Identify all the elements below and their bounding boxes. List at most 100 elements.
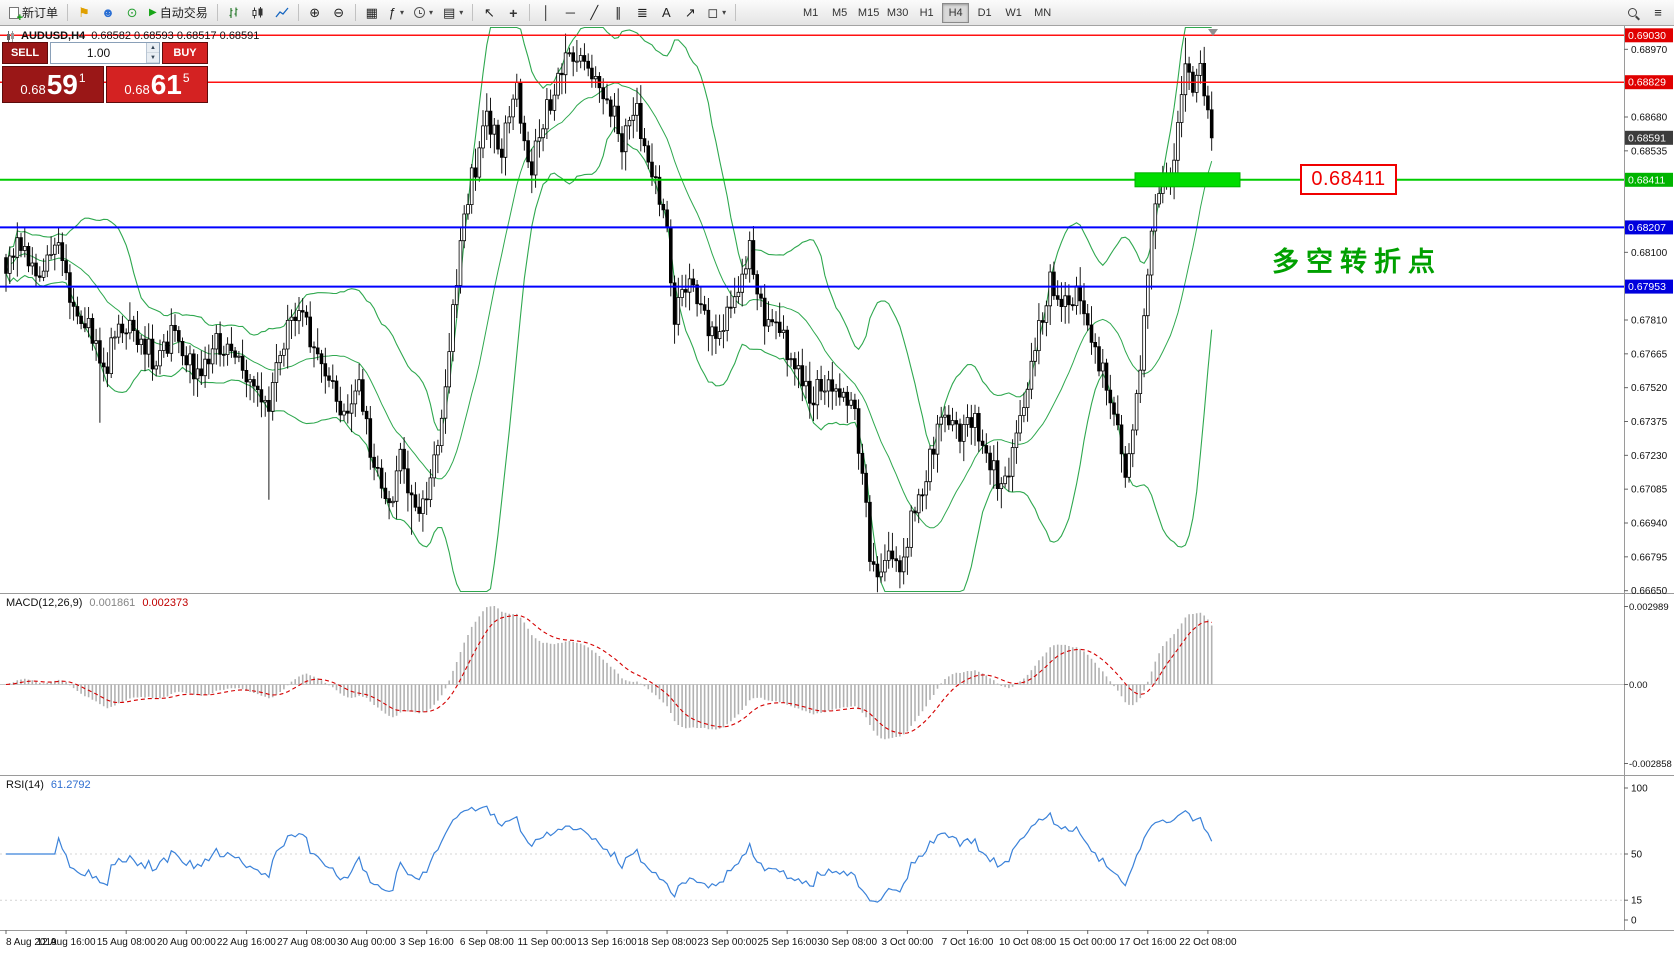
time-axis-label[interactable]: 20 Aug 00:00 xyxy=(157,937,216,948)
horizontal-line-icon: ─ xyxy=(565,5,575,20)
toolbar-separator xyxy=(297,4,299,21)
symbol-period-label: AUDUSD,H4 xyxy=(21,30,86,42)
price-axis-label: 0.68970 xyxy=(1631,45,1668,56)
tile-windows-icon: ▦ xyxy=(365,5,378,20)
tile-windows-button[interactable]: ▦ xyxy=(360,2,384,24)
toolbar-separator xyxy=(354,4,356,21)
axis-badge-0.68207: 0.68207 xyxy=(1625,220,1673,235)
arrows-button[interactable]: ↗ xyxy=(678,2,702,24)
vertical-line-icon: │ xyxy=(542,5,551,20)
line-chart-button[interactable] xyxy=(270,2,294,24)
time-axis-label[interactable]: 15 Oct 00:00 xyxy=(1059,937,1117,948)
time-axis-label[interactable]: 27 Aug 08:00 xyxy=(277,937,336,948)
volume-up-button[interactable]: ▲ xyxy=(147,43,159,53)
periods-button[interactable]: ▾ xyxy=(409,2,438,24)
time-axis-label[interactable]: 23 Sep 00:00 xyxy=(697,937,757,948)
time-axis-label[interactable]: 7 Oct 16:00 xyxy=(942,937,994,948)
macd-name: MACD(12,26,9) xyxy=(6,597,83,609)
time-axis-label[interactable]: 13 Sep 16:00 xyxy=(577,937,637,948)
chart-window-icon xyxy=(6,30,15,42)
toolbar-separator xyxy=(529,4,531,21)
channel-button[interactable]: ∥ xyxy=(606,2,630,24)
timeframe-button-h1[interactable]: H1 xyxy=(913,3,940,23)
time-axis-label[interactable]: 17 Oct 16:00 xyxy=(1119,937,1177,948)
timeframe-button-h4[interactable]: H4 xyxy=(942,2,970,23)
rsi-name: RSI(14) xyxy=(6,779,44,791)
alerts-button[interactable]: ⚑ xyxy=(72,2,96,24)
price-annotation-box[interactable]: 0.68411 xyxy=(1300,164,1397,195)
timeframe-button-mn[interactable]: MN xyxy=(1029,3,1056,23)
trendline-icon: ╱ xyxy=(590,5,599,20)
cursor-button[interactable]: ↖ xyxy=(477,2,501,24)
crosshair-button[interactable]: + xyxy=(501,2,525,24)
time-axis-label[interactable]: 12 Aug 16:00 xyxy=(37,937,96,948)
candlestick-chart-button[interactable] xyxy=(246,2,270,24)
search-button[interactable] xyxy=(1620,2,1644,24)
shapes-icon: ◻ xyxy=(707,5,719,20)
bollinger-upper-band[interactable] xyxy=(5,26,1212,447)
horizontal-line-button[interactable]: ─ xyxy=(558,2,582,24)
bollinger-lower-band[interactable] xyxy=(5,126,1213,593)
volume-steppers: ▲ ▼ xyxy=(146,43,159,63)
chevron-down-icon: ▾ xyxy=(722,8,727,17)
text-tool-button[interactable]: A xyxy=(654,2,678,24)
new-order-label: 新订单 xyxy=(22,6,59,20)
vertical-line-button[interactable]: │ xyxy=(534,2,558,24)
price-axis-label: 0.68535 xyxy=(1631,146,1668,157)
menu-button[interactable]: ≡ xyxy=(1646,2,1670,24)
toolbar-right-group: ≡ xyxy=(1620,2,1670,24)
zoom-in-button[interactable]: ⊕ xyxy=(303,2,327,24)
indicators-button[interactable]: ƒ ▾ xyxy=(384,2,409,24)
time-axis-label[interactable]: 18 Sep 08:00 xyxy=(637,937,697,948)
highlight-rectangle[interactable] xyxy=(1134,172,1241,188)
templates-button[interactable]: ▤ ▾ xyxy=(438,2,468,24)
timeframe-button-m30[interactable]: M30 xyxy=(884,3,911,23)
timeframe-button-m1[interactable]: M1 xyxy=(797,3,824,23)
timeframe-button-w1[interactable]: W1 xyxy=(1000,3,1027,23)
time-axis-label[interactable]: 10 Oct 08:00 xyxy=(999,937,1057,948)
volume-input[interactable] xyxy=(51,43,146,63)
market-button[interactable]: ⊙ xyxy=(120,2,144,24)
timeframe-button-d1[interactable]: D1 xyxy=(971,3,998,23)
axis-badge-0.68411: 0.68411 xyxy=(1625,172,1673,187)
buy-price-button[interactable]: 0.68 61 5 xyxy=(106,66,208,103)
timeframe-button-m5[interactable]: M5 xyxy=(826,3,853,23)
time-axis-label[interactable]: 6 Sep 08:00 xyxy=(460,937,514,948)
auto-trading-button[interactable]: ▶ 自动交易 xyxy=(144,2,213,24)
time-axis-label[interactable]: 11 Sep 00:00 xyxy=(518,937,577,948)
sell-button[interactable]: SELL xyxy=(2,42,48,64)
turning-point-note[interactable]: 多空转折点 xyxy=(1272,247,1442,277)
line-icon xyxy=(275,7,289,17)
bar-chart-button[interactable] xyxy=(222,2,246,24)
volume-down-button[interactable]: ▼ xyxy=(147,53,159,63)
rsi-value: 61.2792 xyxy=(50,779,91,791)
community-button[interactable]: ☻ xyxy=(96,2,120,24)
time-axis-label[interactable]: 30 Sep 08:00 xyxy=(818,937,878,948)
price-axis-label: 0.67375 xyxy=(1631,417,1668,428)
macd-histogram xyxy=(9,606,1213,740)
zoom-out-button[interactable]: ⊖ xyxy=(327,2,351,24)
new-order-button[interactable]: 新订单 xyxy=(4,2,63,24)
svg-text:0.68207: 0.68207 xyxy=(1628,222,1666,234)
price-axis-label: 0.67810 xyxy=(1631,316,1668,327)
time-axis-label[interactable]: 25 Sep 16:00 xyxy=(757,937,817,948)
sell-price-button[interactable]: 0.68 59 1 xyxy=(2,66,104,103)
time-axis-label[interactable]: 30 Aug 00:00 xyxy=(337,937,396,948)
timeframe-button-m15[interactable]: M15 xyxy=(855,3,882,23)
time-axis-label[interactable]: 3 Oct 00:00 xyxy=(882,937,934,948)
time-axis-label[interactable]: 3 Sep 16:00 xyxy=(400,937,454,948)
buy-button[interactable]: BUY xyxy=(162,42,208,64)
time-axis-label[interactable]: 22 Aug 16:00 xyxy=(217,937,276,948)
price-axis-label: 0.67230 xyxy=(1631,451,1668,462)
bollinger-middle-band[interactable] xyxy=(5,82,1213,529)
time-axis-label[interactable]: 8 Aug 2019 xyxy=(6,937,57,948)
trendline-button[interactable]: ╱ xyxy=(582,2,606,24)
shapes-button[interactable]: ◻ ▾ xyxy=(702,2,731,24)
time-axis-label[interactable]: 22 Oct 08:00 xyxy=(1179,937,1237,948)
time-axis-label[interactable]: 15 Aug 08:00 xyxy=(97,937,156,948)
fibonacci-button[interactable]: ≣ xyxy=(630,2,654,24)
chart-shift-marker[interactable] xyxy=(1208,29,1218,36)
price-axis-label: 0.67085 xyxy=(1631,485,1668,496)
